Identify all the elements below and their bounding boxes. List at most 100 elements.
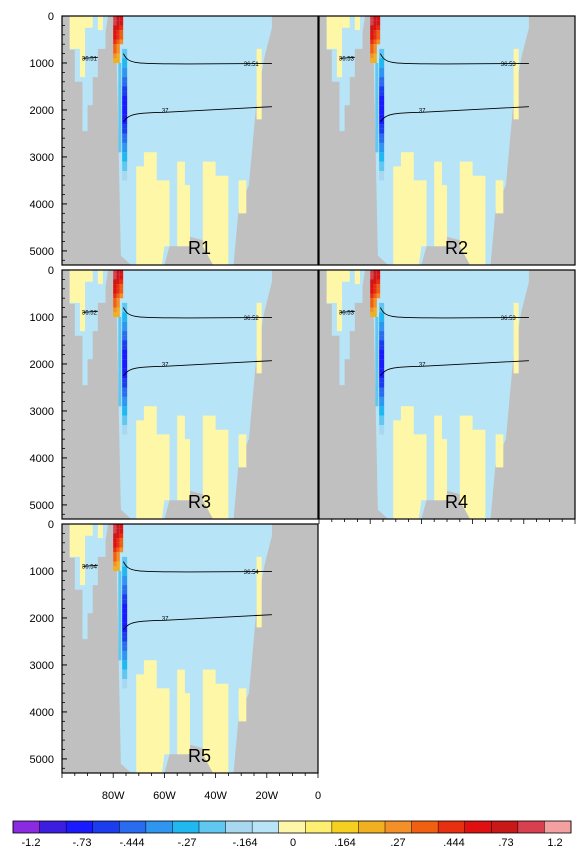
cold-anomaly-cell [122, 81, 128, 87]
warm-anomaly-cell [370, 44, 374, 49]
warm-anomaly-cell [113, 288, 117, 294]
cold-anomaly-cell [118, 359, 122, 365]
contour-label: 37 [419, 362, 426, 368]
cold-anomaly-cell [118, 91, 122, 96]
positive-anomaly-region [69, 16, 93, 78]
x-tick-label: 60W [153, 790, 176, 802]
warm-anomaly-cell [116, 556, 120, 562]
warm-anomaly-cell [116, 528, 120, 534]
positive-anomaly-region [177, 415, 190, 501]
cold-anomaly-cell [375, 133, 379, 139]
warm-anomaly-cell [113, 44, 117, 49]
cold-anomaly-cell [375, 326, 379, 332]
cold-anomaly-cell [118, 401, 122, 407]
colorbar-label: 1.2 [547, 837, 562, 849]
cold-anomaly-cell [379, 378, 385, 383]
warm-anomaly-cell [116, 312, 120, 318]
cold-anomaly-cell [122, 585, 128, 590]
contour-label: 36.54 [82, 564, 98, 570]
cold-anomaly-cell [122, 406, 128, 412]
warm-anomaly-cell [113, 30, 117, 35]
warm-anomaly-cell [113, 270, 117, 275]
contour-label: 36.54 [244, 570, 260, 576]
cold-anomaly-cell [118, 646, 122, 651]
cold-anomaly-cell [375, 62, 379, 68]
cold-anomaly-cell [122, 378, 128, 383]
positive-anomaly-region [97, 270, 103, 285]
y-tick-label: 1000 [30, 58, 54, 70]
positive-anomaly-region [256, 302, 262, 374]
cold-anomaly-cell [122, 363, 128, 369]
cold-anomaly-cell [375, 81, 379, 87]
cold-anomaly-cell [375, 316, 379, 322]
warm-anomaly-cell [370, 302, 374, 308]
cold-anomaly-cell [118, 632, 122, 637]
cold-anomaly-cell [122, 302, 128, 308]
warm-anomaly-cell [119, 30, 124, 35]
cold-anomaly-cell [118, 382, 122, 388]
warm-anomaly-cell [119, 16, 124, 21]
warm-anomaly-cell [376, 16, 381, 21]
colorbar-swatch [331, 821, 359, 833]
warm-anomaly-cell [116, 538, 120, 543]
cold-anomaly-cell [122, 316, 128, 322]
y-tick-label: 2000 [30, 105, 54, 117]
warm-anomaly-cell [113, 58, 117, 64]
y-tick-label: 0 [48, 519, 54, 531]
warm-anomaly-cell [113, 547, 117, 553]
cold-anomaly-cell [375, 95, 379, 101]
cold-anomaly-cell [122, 175, 128, 181]
colorbar-swatch [358, 821, 386, 833]
cold-anomaly-cell [118, 335, 122, 341]
cold-anomaly-cell [118, 641, 122, 647]
cold-anomaly-cell [379, 58, 385, 64]
cold-anomaly-cell [379, 321, 385, 327]
cold-anomaly-cell [379, 62, 385, 68]
warm-anomaly-cell [119, 542, 124, 548]
colorbar-swatch [411, 821, 439, 833]
positive-anomaly-region [202, 669, 229, 773]
cold-anomaly-cell [379, 166, 385, 172]
colorbar-swatch [225, 821, 253, 833]
warm-anomaly-cell [113, 293, 117, 299]
positive-anomaly-region [238, 434, 247, 468]
contour-line-36.52 [82, 307, 272, 319]
warm-anomaly-cell [116, 48, 120, 54]
cold-anomaly-cell [122, 114, 128, 120]
cold-anomaly-cell [118, 608, 122, 614]
warm-anomaly-cell [373, 284, 377, 289]
panel-label: R3 [188, 492, 211, 512]
warm-anomaly-cell [373, 44, 377, 49]
cold-anomaly-cell [379, 175, 385, 181]
cold-anomaly-cell [122, 669, 128, 675]
cold-anomaly-cell [379, 302, 385, 308]
cold-anomaly-cell [122, 655, 128, 661]
cold-anomaly-cell [118, 95, 122, 101]
contour-line-37 [123, 106, 272, 122]
positive-anomaly-region [354, 16, 360, 31]
cold-anomaly-cell [122, 86, 128, 92]
cold-anomaly-cell [118, 617, 122, 623]
colorbar-swatch [544, 821, 572, 833]
colorbar-swatch [385, 821, 413, 833]
cold-anomaly-cell [122, 321, 128, 327]
warm-anomaly-cell [119, 270, 124, 275]
cold-anomaly-cell [118, 119, 122, 125]
cold-anomaly-cell [118, 373, 122, 379]
warm-anomaly-cell [373, 25, 377, 31]
cold-anomaly-cell [375, 368, 379, 374]
warm-anomaly-cell [373, 34, 377, 40]
cold-anomaly-cell [375, 321, 379, 327]
cold-anomaly-cell [379, 124, 385, 129]
warm-anomaly-cell [113, 48, 117, 54]
cold-anomaly-cell [379, 410, 385, 416]
cold-anomaly-cell [122, 387, 128, 393]
cold-anomaly-cell [375, 128, 379, 134]
positive-anomaly-region [434, 161, 447, 247]
cold-anomaly-cell [118, 326, 122, 332]
colorbar-swatch [438, 821, 466, 833]
cold-anomaly-cell [122, 392, 128, 397]
warm-anomaly-cell [376, 274, 381, 280]
cold-anomaly-cell [122, 566, 128, 572]
